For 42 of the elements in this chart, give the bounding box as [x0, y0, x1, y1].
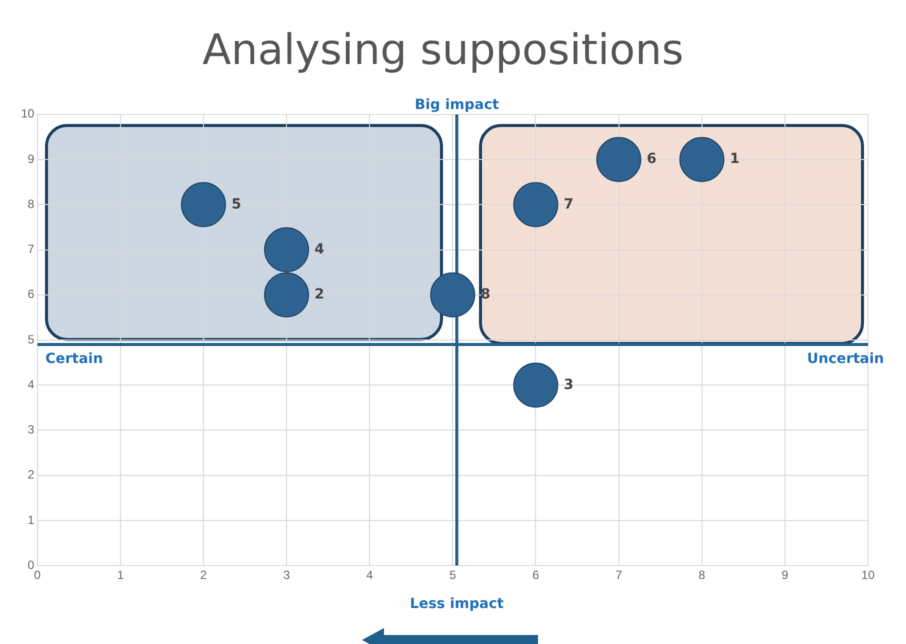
- annotation: 7: [564, 196, 574, 212]
- x-tick-label: 6: [532, 568, 540, 582]
- point: [513, 362, 558, 408]
- annotation: Certain: [45, 351, 103, 368]
- y-tick-label: 10: [20, 106, 35, 121]
- text: Less impact: [410, 596, 504, 612]
- annotation: 3: [564, 376, 574, 393]
- x-tick-label: 7: [615, 568, 622, 582]
- point: [513, 182, 558, 228]
- x-tick-label: 2: [200, 568, 208, 582]
- point: [180, 182, 226, 228]
- y-tick-label: 5: [28, 332, 35, 346]
- point: [596, 137, 642, 182]
- y-tick-label: 7: [28, 242, 35, 256]
- chart-title: Analysing suppositions: [202, 25, 684, 74]
- y-tick-label: 9: [28, 152, 35, 166]
- x-tick-label: 3: [283, 568, 290, 582]
- y-tick-label: 8: [28, 196, 35, 211]
- x-tick-label: 8: [698, 568, 706, 582]
- point: [430, 272, 476, 318]
- annotation: 8: [480, 286, 490, 303]
- annotation: 1: [730, 151, 740, 168]
- x-tick-label: 4: [366, 568, 374, 582]
- annotation: 4: [314, 241, 325, 258]
- y-tick-label: 0: [28, 558, 35, 572]
- annotation: 2: [314, 286, 324, 303]
- ref-line-label: Uncertain: [807, 351, 884, 368]
- y-tick-label: 4: [28, 377, 35, 392]
- y-tick-label: 2: [28, 468, 35, 482]
- annotation: 6: [646, 151, 657, 168]
- point: [264, 227, 310, 272]
- annotation: 5: [231, 196, 242, 212]
- x-tick-label: 9: [782, 568, 789, 582]
- x-tick-label: 1: [117, 568, 124, 582]
- x-tick-label: 5: [449, 568, 456, 582]
- point: [679, 137, 724, 182]
- y-tick-label: 1: [28, 512, 35, 527]
- ref-line-label: Big impact: [414, 97, 500, 114]
- y-tick-label: 6: [28, 287, 35, 302]
- x-tick-label: 10: [861, 568, 875, 582]
- y-tick-label: 3: [28, 422, 35, 437]
- point: [264, 272, 310, 318]
